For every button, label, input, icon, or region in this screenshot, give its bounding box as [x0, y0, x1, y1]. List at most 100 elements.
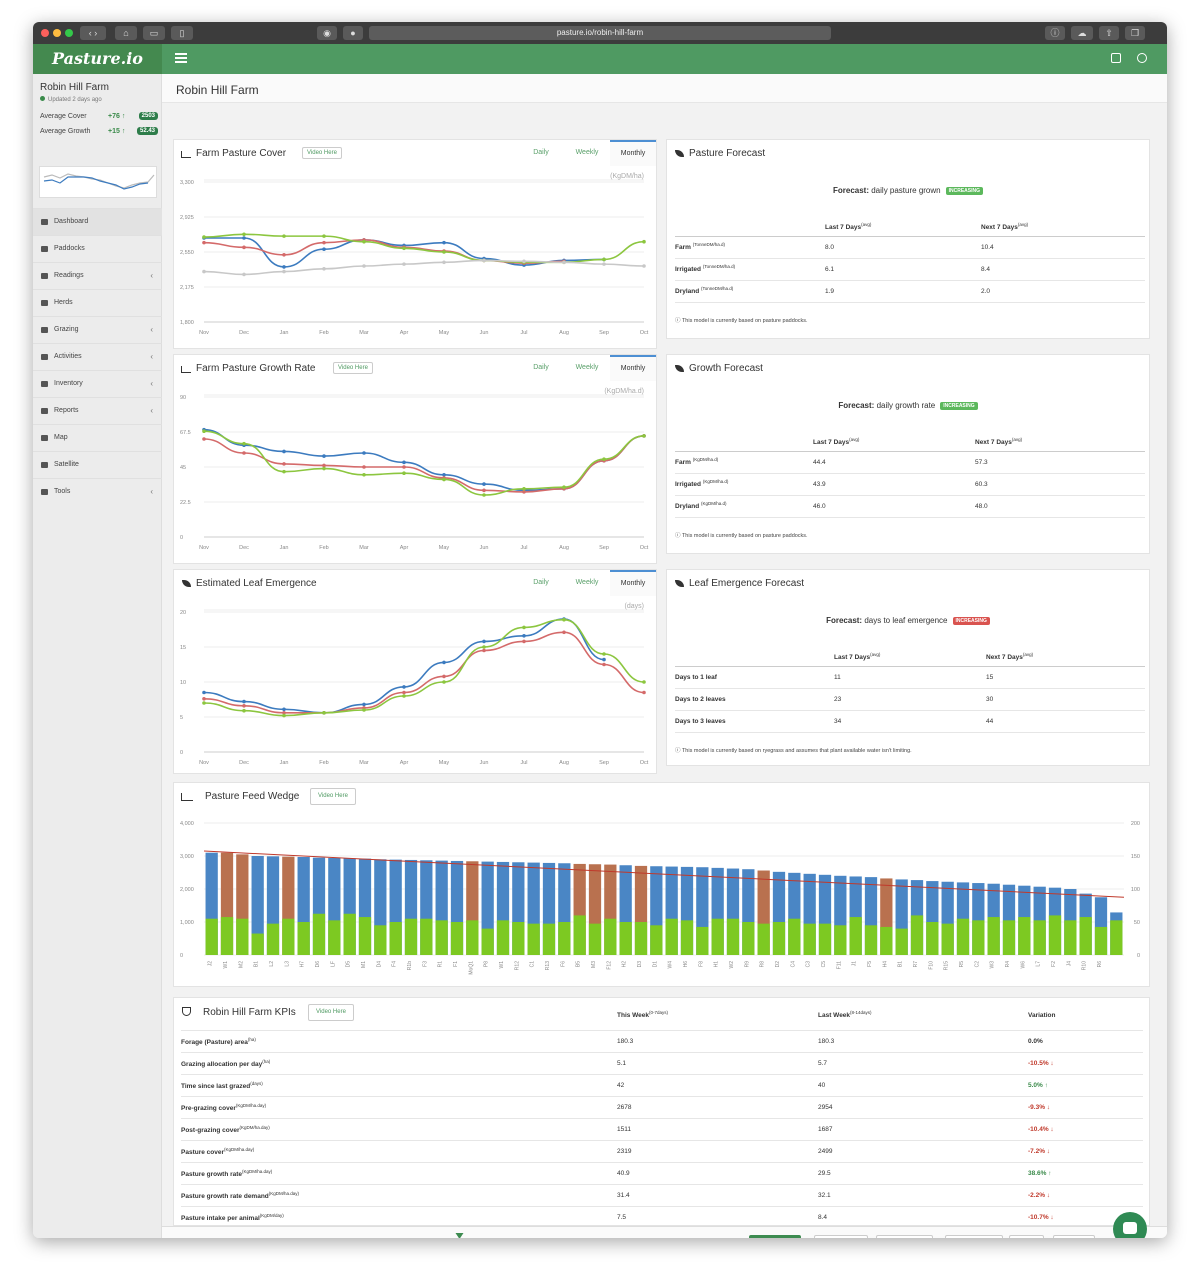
extension-2-icon[interactable]: ●: [343, 26, 363, 40]
maximize-window-icon[interactable]: [65, 29, 73, 37]
data-point: [642, 690, 646, 695]
sidebar-item-label: Herds: [54, 299, 73, 306]
sidebar: Robin Hill Farm Updated 2 days ago Avera…: [33, 74, 162, 1238]
sidebar-item-reports[interactable]: Reports ‹: [33, 397, 162, 424]
herd-filter-milkers[interactable]: Milkers: [1009, 1235, 1044, 1238]
video-button[interactable]: Video Here: [333, 362, 373, 374]
table-row: Farm (KgDM/ha.d) 44.4 57.3: [675, 451, 1145, 474]
tab-monthly[interactable]: Monthly: [610, 355, 656, 381]
print-icon[interactable]: [1111, 53, 1121, 63]
video-button[interactable]: Video Here: [308, 1004, 354, 1021]
sidebar-toggle-icon[interactable]: ▯: [171, 26, 193, 40]
data-point: [442, 260, 446, 265]
category-label: W6: [1020, 961, 1026, 969]
category-label: R1: [438, 961, 444, 968]
back-forward-icon[interactable]: ‹ ›: [80, 26, 106, 40]
herd-filter-dry-cows[interactable]: Dry Cows: [1053, 1235, 1096, 1238]
data-point: [562, 617, 566, 622]
sidebar-item-activities[interactable]: Activities ‹: [33, 343, 162, 370]
date-timeline[interactable]: Sep 5 Sep 6 Sep 7 Sep 8 Sep 9 Sep 10 Sep 11 Sep…: [162, 1227, 752, 1238]
data-point: [202, 235, 206, 239]
data-point: [482, 645, 486, 649]
category-label: W1: [499, 961, 505, 969]
growth-rate-chart: (KgDM/ha.d) 90 67.5 45 22.5 0 Nov Dec Jan Feb Mar A…: [180, 388, 649, 551]
line-chart-icon: [181, 151, 191, 158]
category-label: M2: [238, 961, 244, 968]
menu-icon[interactable]: [175, 53, 187, 63]
leaf-icon: [675, 150, 684, 157]
x-tick-label: Aug: [559, 760, 569, 766]
video-button[interactable]: Video Here: [310, 788, 356, 805]
herd-filter-dry-cows-sept[interactable]: Dry Cows Sept: [876, 1235, 934, 1238]
herd-filter-all-paddocks[interactable]: All Paddocks: [749, 1235, 801, 1238]
data-point: [242, 441, 246, 446]
tab-monthly[interactable]: Monthly: [610, 570, 656, 596]
growth-bar: [328, 920, 341, 955]
tabs-icon[interactable]: ❐: [1125, 26, 1145, 40]
herd-filter-spring-calves[interactable]: Spring Calves: [814, 1235, 869, 1238]
category-label: L3: [284, 961, 290, 967]
category-label: W4: [668, 961, 674, 969]
tab-monthly[interactable]: Monthly: [610, 140, 656, 166]
card-title: Growth Forecast: [689, 363, 763, 374]
card-title: Robin Hill Farm KPIs: [203, 1007, 296, 1018]
sidebar-item-herds[interactable]: Herds: [33, 289, 162, 316]
growth-bar: [956, 918, 970, 955]
extension-icon[interactable]: ◉: [317, 26, 337, 40]
cloud-icon[interactable]: ☁: [1071, 26, 1093, 40]
data-point: [482, 488, 486, 493]
share-out-icon[interactable]: ⇧: [1099, 26, 1119, 40]
sidebar-item-map[interactable]: Map: [33, 424, 162, 451]
updated-text: Updated 2 days ago: [48, 97, 102, 103]
y-tick-label: 0: [180, 535, 183, 541]
sidebar-item-dashboard[interactable]: Dashboard: [33, 208, 162, 235]
share-icon[interactable]: ▭: [143, 26, 165, 40]
sidebar-item-inventory[interactable]: Inventory ‹: [33, 370, 162, 397]
tab-daily[interactable]: Daily: [533, 364, 549, 371]
home-icon[interactable]: ⌂: [115, 26, 137, 40]
data-point: [602, 257, 606, 262]
sidebar-item-label: Inventory: [54, 380, 83, 387]
sidebar-item-tools[interactable]: Tools ‹: [33, 478, 162, 505]
category-label: J2: [208, 961, 214, 967]
browser-window: ‹ › ⌂ ▭ ▯ ◉ ● pasture.io/robin-hill-farm…: [33, 22, 1167, 1238]
chat-icon[interactable]: [1113, 1212, 1147, 1238]
tab-weekly[interactable]: Weekly: [575, 579, 599, 586]
user-icon[interactable]: [1137, 53, 1147, 63]
chevron-left-icon: ‹: [150, 379, 153, 388]
app-logo[interactable]: Pasture.io: [33, 44, 162, 74]
tab-daily[interactable]: Daily: [533, 149, 549, 156]
average-cover-stat: Average Cover +76 ↑ 2503: [40, 112, 158, 120]
category-label: J1: [852, 961, 858, 967]
data-point: [482, 648, 486, 653]
sidebar-item-readings[interactable]: Readings ‹: [33, 262, 162, 289]
series-line: [203, 618, 645, 717]
card-title: Estimated Leaf Emergence: [196, 578, 317, 589]
info-icon[interactable]: ⓘ: [1045, 26, 1065, 40]
category-label: F1: [453, 961, 459, 967]
growth-bar: [450, 922, 464, 955]
x-tick-label: Sep: [599, 330, 609, 336]
y-tick-label: 22.5: [180, 500, 191, 506]
close-window-icon[interactable]: [41, 29, 49, 37]
tab-daily[interactable]: Daily: [533, 579, 549, 586]
sidebar-item-grazing[interactable]: Grazing ‹: [33, 316, 162, 343]
sidebar-item-satellite[interactable]: Satellite: [33, 451, 162, 478]
forecast-table: Last 7 Days(avg) Next 7 Days(avg) Days to…: [675, 648, 1145, 733]
kpi-row: Time since last grazed(days) 42 40 5.0% ↑: [181, 1074, 1143, 1097]
category-label: F11: [836, 961, 842, 969]
url-bar[interactable]: pasture.io/robin-hill-farm: [369, 26, 831, 40]
data-point: [202, 269, 206, 274]
herd-filter-autumn-calves[interactable]: Autumn Calves: [945, 1235, 1004, 1238]
data-point: [202, 437, 206, 441]
growth-bar: [680, 920, 694, 955]
data-point: [602, 652, 606, 656]
minimize-window-icon[interactable]: [53, 29, 61, 37]
sidebar-item-paddocks[interactable]: Paddocks: [33, 235, 162, 262]
tab-weekly[interactable]: Weekly: [575, 364, 599, 371]
category-label: C4: [790, 961, 796, 968]
category-label: W1: [223, 961, 229, 969]
x-tick-label: Oct: [640, 330, 649, 336]
video-button[interactable]: Video Here: [302, 147, 342, 159]
tab-weekly[interactable]: Weekly: [575, 149, 599, 156]
